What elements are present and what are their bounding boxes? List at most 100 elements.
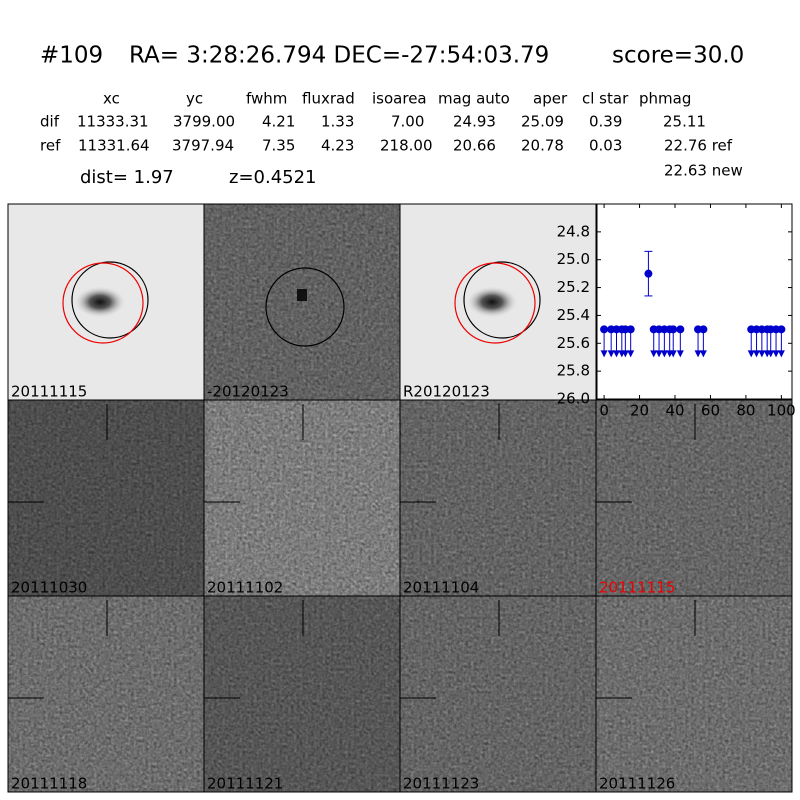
stamp-noise — [8, 400, 204, 596]
limit-arrowhead — [699, 350, 707, 358]
table-cell: 25.11 — [663, 113, 706, 131]
coordinates: RA= 3:28:26.794 DEC=-27:54:03.79 — [129, 43, 549, 69]
stamp-frame — [595, 595, 793, 793]
limit-arrowhead — [621, 350, 629, 358]
column-header: aper — [533, 90, 568, 108]
stamp-noise — [204, 204, 400, 400]
table-cell: 25.09 — [521, 113, 564, 131]
table-cell: ref — [40, 137, 61, 155]
column-header: cl star — [582, 90, 629, 108]
table-cell: 11331.64 — [78, 137, 150, 155]
limit-arrowhead — [753, 350, 761, 358]
table-cell: 22.76 ref — [664, 137, 733, 155]
table-cell: 20.78 — [521, 137, 564, 155]
ref-circle — [71, 261, 149, 339]
table-cell: 0.03 — [589, 137, 622, 155]
limit-arrowhead — [772, 350, 780, 358]
column-header: yc — [186, 90, 203, 108]
table-cell: 4.21 — [262, 113, 295, 131]
table-cell: 218.00 — [380, 137, 433, 155]
stamp-label: 20111104 — [403, 579, 479, 597]
table-cell: 7.00 — [391, 113, 424, 131]
limit-arrowhead — [758, 350, 766, 358]
score: score=30.0 — [612, 43, 744, 69]
column-header: mag auto — [438, 90, 510, 108]
detection-point — [644, 269, 653, 278]
y-tick-label: 26.0 — [557, 390, 590, 408]
stamp-label: 20111123 — [403, 775, 479, 793]
x-tick-label: 80 — [736, 402, 755, 420]
new-circle — [454, 262, 536, 344]
limit-point — [600, 325, 609, 334]
table-cell: 1.33 — [321, 113, 354, 131]
stamps: 20111115 -20120123 R20120123 20111030 201111… — [7, 203, 793, 793]
stamp-label: -20120123 — [207, 383, 289, 401]
table-cell: 24.93 — [453, 113, 496, 131]
stamp-label: 20111030 — [11, 579, 87, 597]
stamp-noise — [8, 596, 204, 792]
table-cell: 3797.94 — [172, 137, 234, 155]
new-circle — [62, 262, 144, 344]
x-tick-label: 40 — [665, 402, 684, 420]
y-tick-label: 25.4 — [557, 306, 590, 324]
stamp-label: 20111102 — [207, 579, 283, 597]
dist: dist= 1.97 — [80, 167, 174, 188]
x-tick-label: 20 — [630, 402, 649, 420]
galaxy — [74, 286, 126, 318]
stamp-label: 20111126 — [599, 775, 675, 793]
stamp-label: 20111115 — [11, 383, 87, 401]
column-header: xc — [103, 90, 120, 108]
y-tick-label: 25.6 — [557, 334, 590, 352]
phmag-new: 22.63 new — [664, 162, 743, 180]
limit-arrowhead — [694, 350, 702, 358]
limit-arrowhead — [600, 350, 608, 358]
stamp-noise — [596, 400, 792, 596]
limit-arrowhead — [676, 350, 684, 358]
limit-arrowhead — [747, 350, 755, 358]
table-cell: 7.35 — [262, 137, 295, 155]
limit-point — [777, 325, 786, 334]
ref-circle — [265, 267, 345, 347]
stamp-label: R20120123 — [403, 383, 490, 401]
limit-arrowhead — [613, 350, 620, 358]
y-tick-label: 25.0 — [557, 250, 590, 268]
limit-point — [669, 325, 678, 334]
x-tick-label: 60 — [701, 402, 720, 420]
column-header: fwhm — [246, 90, 287, 108]
table-cell: 4.23 — [321, 137, 354, 155]
table-cell: 11333.31 — [77, 113, 149, 131]
limit-arrowhead — [767, 350, 775, 358]
limit-arrowhead — [650, 350, 658, 358]
stamp-label: 20111118 — [11, 775, 87, 793]
residual — [297, 289, 307, 301]
redshift: z=0.4521 — [229, 167, 317, 188]
limit-point — [699, 325, 708, 334]
limit-arrowhead — [607, 350, 615, 358]
stamp-label: 20111115 — [599, 579, 675, 597]
limit-arrowhead — [660, 350, 668, 358]
column-header: phmag — [639, 90, 691, 108]
y-tick-label: 25.2 — [557, 278, 590, 296]
x-tick-label: 0 — [599, 402, 609, 420]
table-cell: dif — [40, 113, 60, 131]
y-tick-label: 25.8 — [557, 362, 590, 380]
ref-circle — [463, 261, 541, 339]
column-header: isoarea — [372, 90, 427, 108]
table-cell: 20.66 — [453, 137, 496, 155]
stamp-noise — [400, 596, 596, 792]
stamp-noise — [400, 400, 596, 596]
limit-arrowhead — [627, 350, 635, 358]
stamp-noise — [204, 596, 400, 792]
column-header: fluxrad — [302, 90, 355, 108]
stamp-label: 20111121 — [207, 775, 283, 793]
stamp-noise — [596, 596, 792, 792]
limit-arrowhead — [777, 350, 785, 358]
x-tick-label: 100 — [767, 402, 796, 420]
limit-arrowhead — [669, 350, 677, 358]
galaxy — [466, 286, 518, 318]
candidate-id: #109 — [40, 43, 103, 69]
table-cell: 3799.00 — [173, 113, 235, 131]
table-cell: 0.39 — [589, 113, 622, 131]
plot-area — [596, 203, 793, 400]
